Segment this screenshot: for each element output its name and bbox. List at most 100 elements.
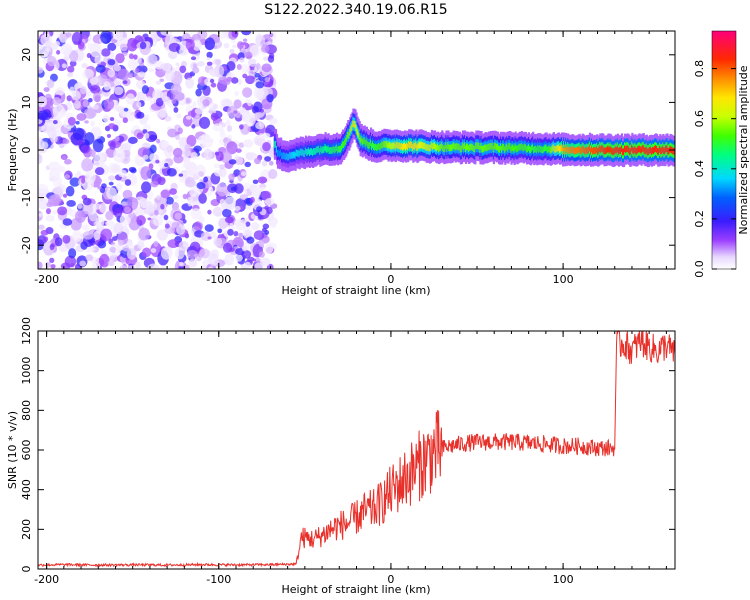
noise-blob [38,66,44,74]
noise-blob [227,105,238,119]
noise-blob [38,139,45,150]
noise-blob [221,122,227,128]
noise-blob [172,195,179,200]
noise-blob [81,224,90,231]
noise-blob [103,98,115,111]
noise-blob [219,164,225,170]
noise-blob [71,90,81,101]
noise-blob [108,123,116,130]
noise-blob [69,60,77,67]
snr-xtick-label: -200 [34,573,59,586]
noise-blob [217,228,223,234]
noise-blob [218,167,227,178]
noise-blob [128,213,134,219]
noise-blob [58,143,65,149]
noise-blob [40,229,49,236]
noise-blob [202,98,210,107]
noise-blob [140,181,152,194]
noise-blob [57,206,68,216]
noise-blob [244,229,252,238]
noise-blob [154,90,164,99]
noise-blob [67,116,76,126]
noise-blob [245,152,258,161]
noise-blob [242,73,248,79]
noise-blob [113,148,126,163]
noise-blob [167,128,178,138]
noise-blob [164,162,169,168]
noise-blob [188,258,198,268]
noise-blob [239,57,245,63]
noise-blob [267,55,275,63]
noise-blob [62,234,71,244]
noise-blob [138,227,150,241]
spectrogram-ytick-label: -10 [20,189,33,207]
noise-blob [223,42,230,49]
noise-blob [76,170,82,176]
noise-blob [243,189,248,195]
noise-blob [173,154,184,164]
noise-blob [237,78,243,86]
noise-blob [246,236,255,244]
noise-blob [62,138,70,145]
noise-blob [232,44,237,49]
noise-blob [89,247,96,252]
noise-blob [176,113,182,119]
noise-blob [75,210,86,223]
noise-blob [49,257,55,264]
noise-blob [156,229,168,241]
noise-blob [64,159,72,165]
noise-blob [163,214,169,221]
noise-blob [184,143,192,152]
noise-blob [268,168,278,180]
noise-blob [234,90,240,96]
noise-blob [249,196,255,204]
noise-blob [245,75,255,85]
noise-blob [202,137,213,149]
noise-blob [105,221,110,226]
noise-blob [155,80,162,85]
noise-blob [150,180,159,188]
noise-blob [131,198,138,203]
noise-blob [147,263,160,269]
snr-ytick-label: 600 [20,440,33,461]
noise-blob [133,54,138,60]
noise-blob [248,58,257,67]
noise-blob [258,133,264,139]
noise-blob [144,132,150,139]
noise-blob [254,72,261,78]
noise-blob [73,99,81,109]
noise-blob [153,240,159,247]
noise-blob [191,200,198,206]
noise-blob [97,185,102,190]
colorbar-tick-label: 0.2 [693,210,706,228]
noise-blob [173,107,179,113]
noise-blob [82,230,94,240]
noise-blob [234,253,243,262]
ridge-cell [673,148,675,155]
noise-blob [212,123,223,132]
noise-blob [136,101,142,108]
noise-blob [199,248,210,259]
noise-blob [139,62,145,67]
noise-blob [261,63,272,73]
noise-blob [239,124,244,130]
spectrogram-ytick-label: 20 [20,48,33,62]
noise-blob [114,135,120,142]
noise-blob [84,120,89,124]
noise-blob [255,81,265,89]
noise-blob [89,84,101,94]
noise-blob [121,225,129,234]
noise-blob [38,261,43,269]
noise-blob [252,179,259,185]
noise-blob [139,41,147,50]
noise-blob [202,259,211,267]
noise-blob [76,113,87,121]
noise-blob [262,132,271,139]
noise-blob [228,159,237,165]
noise-blob [192,101,197,107]
noise-blob [75,120,80,125]
noise-blob [68,50,79,62]
noise-blob [93,92,101,103]
noise-blob [207,236,212,240]
